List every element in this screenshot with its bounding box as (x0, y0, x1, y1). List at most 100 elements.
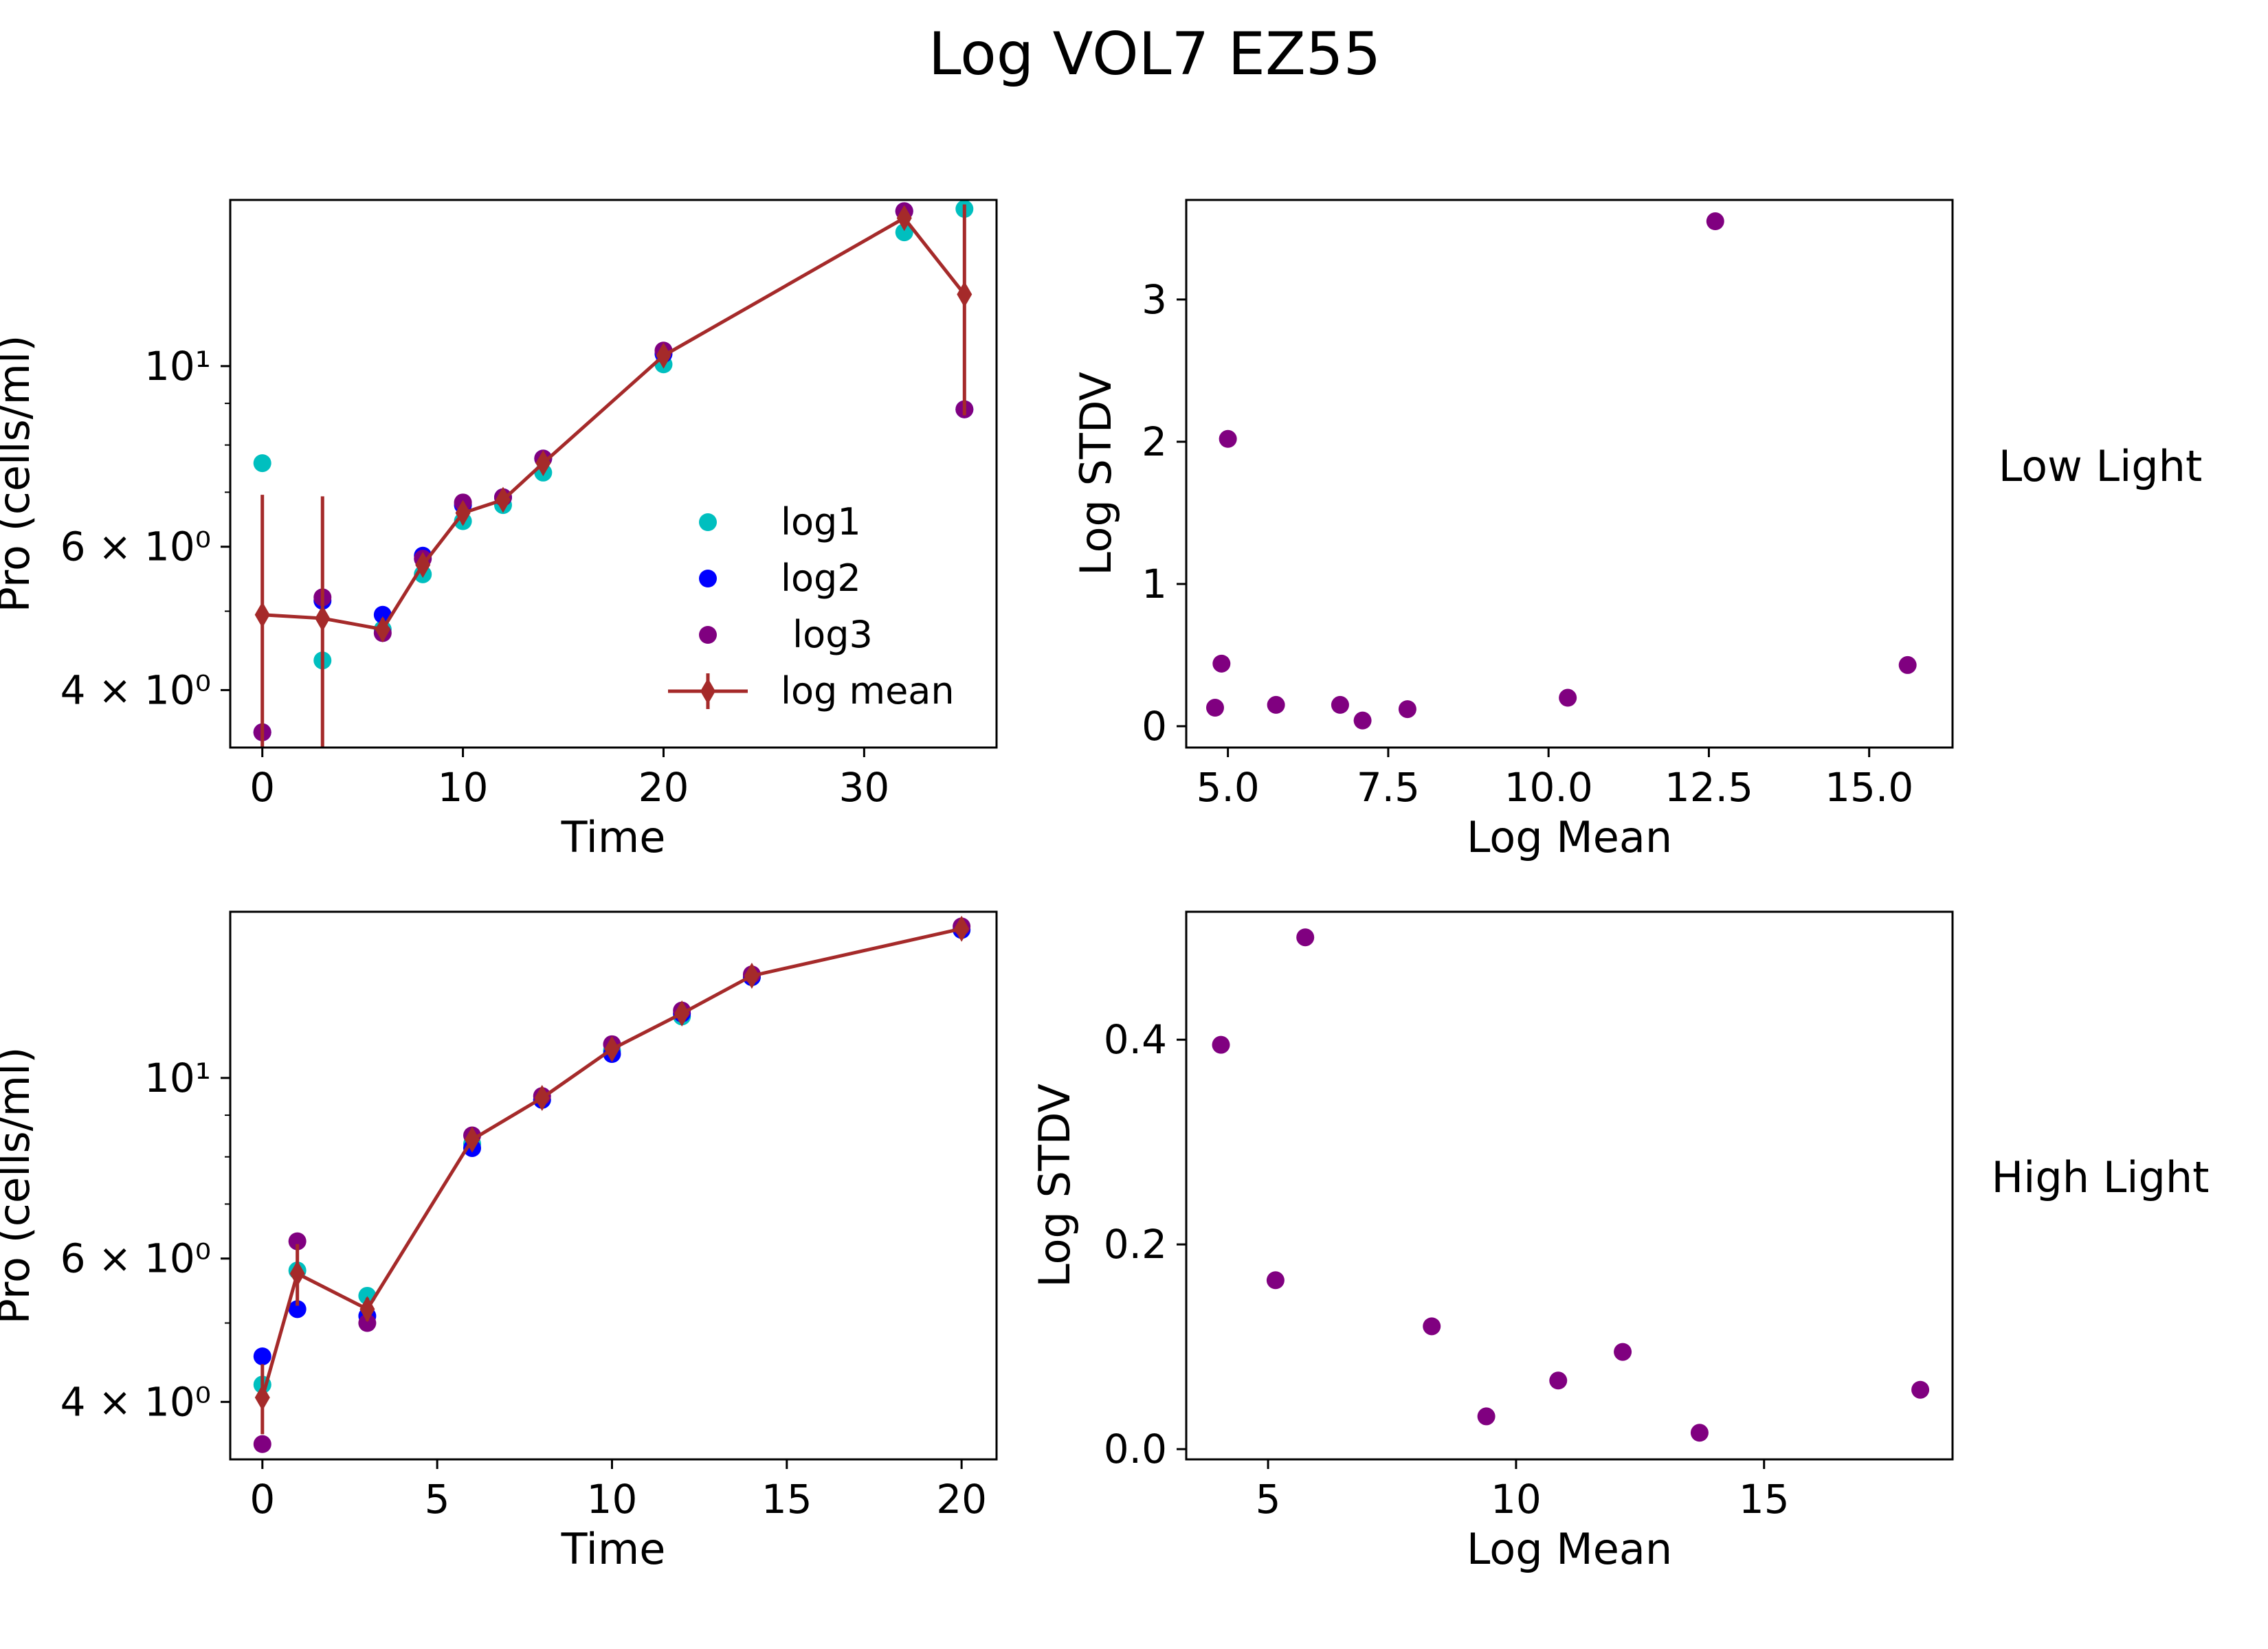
data-point (1706, 212, 1724, 231)
log-mean-marker (896, 205, 912, 232)
log-mean-marker (455, 500, 471, 526)
x-tick-label: 5 (425, 1476, 450, 1523)
x-tick-label: 15.0 (1825, 764, 1913, 811)
log-mean-marker (744, 963, 759, 989)
y-tick-label: 4 × 10⁰ (60, 666, 211, 713)
data-point (1690, 1424, 1709, 1442)
x-tick-label: 30 (838, 764, 889, 811)
data-point-log3 (288, 1232, 307, 1250)
legend-label: log2 (781, 557, 861, 600)
y-tick-label: 0.4 (1104, 1016, 1167, 1063)
log-mean-marker (535, 450, 551, 477)
log-mean-marker (534, 1084, 550, 1111)
x-tick-label: 15 (1739, 1476, 1790, 1523)
data-point (1549, 1371, 1568, 1390)
y-axis-label: Log STDV (1071, 372, 1121, 576)
row-label-low-light: Low Light (1999, 441, 2203, 491)
y-tick-label: 10¹ (144, 1055, 211, 1101)
data-point-log1 (895, 223, 913, 242)
x-tick-label: 5 (1256, 1476, 1281, 1523)
data-point (1353, 711, 1372, 730)
x-axis-label: Log Mean (1467, 812, 1672, 862)
log-mean-marker (674, 1000, 690, 1027)
log-mean-marker (954, 915, 970, 942)
data-point (1331, 695, 1349, 714)
y-axis-label: Pro (cells/ml) (0, 335, 39, 613)
data-point (1911, 1380, 1930, 1399)
log-mean-marker (656, 342, 671, 369)
x-tick-label: 10 (438, 764, 489, 811)
log-mean-marker (315, 605, 331, 631)
data-point-log2 (253, 1347, 271, 1366)
legend-label: log3 (781, 613, 873, 656)
legend-diamond (700, 678, 715, 704)
data-point (1266, 1271, 1285, 1290)
data-point (1898, 655, 1917, 674)
y-tick-label: 6 × 10⁰ (60, 1235, 211, 1282)
log-mean-line (262, 216, 966, 631)
y-tick-label: 4 × 10⁰ (60, 1378, 211, 1425)
data-point-log1 (253, 454, 271, 473)
legend-marker-log2 (699, 570, 717, 587)
data-point (1267, 695, 1285, 714)
data-point (1205, 699, 1224, 717)
legend-label: log1 (781, 500, 861, 543)
chart-panel-low-light-stdv: 5.0 7.5 10.0 12.5 15.0 0 1 2 3 Log Mean Log STDV (1071, 199, 1954, 862)
x-tick-label: 20 (638, 764, 689, 811)
x-tick-label: 0 (249, 764, 275, 811)
axes-frame (229, 910, 998, 1461)
y-tick-label: 3 (1142, 276, 1167, 323)
y-tick-label: 2 (1142, 418, 1167, 465)
log-mean-marker (415, 552, 431, 579)
data-point (1398, 700, 1416, 719)
x-tick-label: 10.0 (1504, 764, 1593, 811)
log-mean-marker (359, 1296, 375, 1323)
data-point (1212, 654, 1231, 673)
x-tick-label: 20 (936, 1476, 987, 1523)
y-tick-label: 10¹ (144, 343, 211, 390)
axes-frame (1185, 199, 1954, 749)
log-mean-marker (495, 486, 511, 513)
log-mean-marker (604, 1035, 620, 1062)
data-layer (253, 200, 974, 748)
log-mean-marker (464, 1126, 480, 1153)
y-tick-label: 6 × 10⁰ (60, 524, 211, 570)
legend-label: log mean (781, 669, 955, 713)
data-point (1614, 1343, 1632, 1361)
y-axis-label: Pro (cells/ml) (0, 1047, 39, 1325)
x-tick-label: 0 (249, 1476, 275, 1523)
y-tick-label: 0.2 (1104, 1221, 1167, 1268)
x-axis-label: Log Mean (1467, 1524, 1672, 1574)
data-point-log3 (358, 1314, 377, 1332)
chart-panel-high-light-timeseries: 0 5 10 15 20 4 × 10⁰ 6 × 10⁰ 10¹ Time Pro (cells/… (0, 910, 998, 1574)
log-mean-marker (289, 1260, 305, 1287)
chart-panel-high-light-stdv: 5 10 15 0.0 0.2 0.4 Log Mean Log STDV (1030, 910, 1954, 1574)
data-point (1423, 1317, 1441, 1336)
log-mean-marker (957, 281, 972, 308)
y-axis-label: Log STDV (1030, 1084, 1080, 1288)
log-mean-marker (254, 601, 270, 628)
row-label-high-light: High Light (1992, 1152, 2210, 1202)
log-mean-marker (375, 616, 390, 642)
x-tick-label: 5.0 (1197, 764, 1260, 811)
x-tick-label: 10 (1491, 1476, 1542, 1523)
legend-marker-log3 (699, 626, 717, 644)
x-axis-label: Time (561, 1524, 666, 1574)
data-point (1559, 688, 1577, 707)
data-layer (253, 915, 971, 1453)
x-tick-label: 10 (587, 1476, 638, 1523)
data-point-log2 (288, 1300, 307, 1319)
axes-frame (229, 199, 998, 749)
x-axis-label: Time (561, 812, 666, 862)
log-mean-marker (254, 1384, 270, 1411)
chart-panel-low-light-timeseries: 0 10 20 30 4 × 10⁰ 6 × 10⁰ 10¹ Time Pro (cells/m… (0, 199, 998, 862)
x-tick-label: 15 (761, 1476, 812, 1523)
y-tick-label: 1 (1142, 561, 1167, 607)
data-point-log3 (253, 1435, 271, 1453)
x-tick-label: 12.5 (1665, 764, 1753, 811)
data-point (1219, 429, 1237, 448)
y-tick-label: 0 (1142, 703, 1167, 750)
data-point (1296, 928, 1315, 947)
